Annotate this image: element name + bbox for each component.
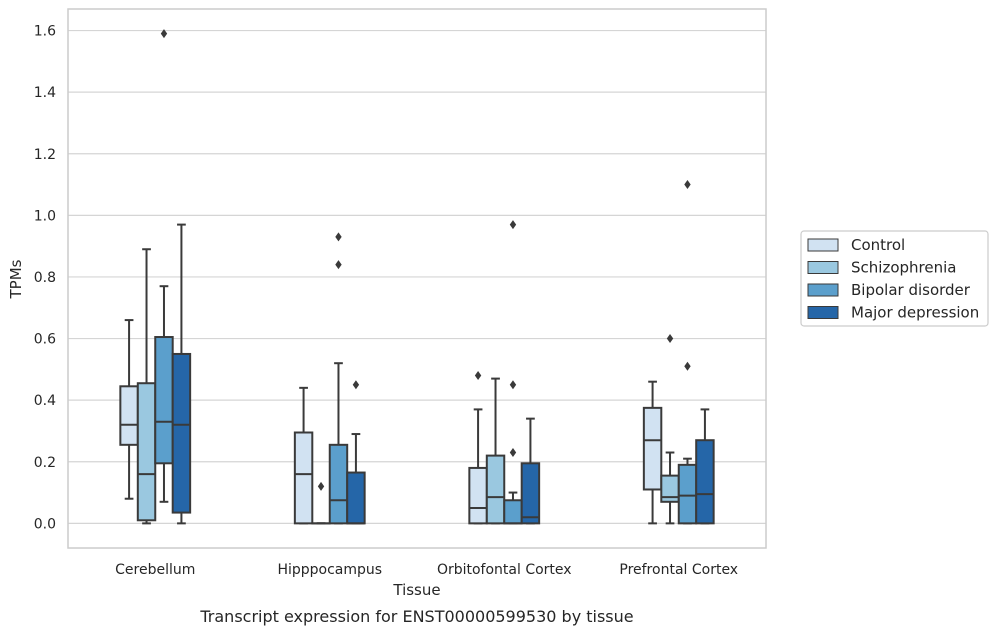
outlier-point xyxy=(474,371,482,381)
y-tick-label: 0.8 xyxy=(34,270,56,286)
legend-label: Bipolar disorder xyxy=(851,281,971,299)
box-0-0 xyxy=(119,319,139,500)
y-tick-label: 0.4 xyxy=(34,393,56,409)
box-body xyxy=(642,406,663,491)
legend-swatch xyxy=(807,283,839,297)
box-body xyxy=(503,499,523,525)
box-body xyxy=(293,431,314,525)
x-tick-label: Hipppocampus xyxy=(277,562,382,578)
box-body xyxy=(154,336,174,465)
box-body xyxy=(136,382,157,522)
y-tick-label: 1.4 xyxy=(34,85,56,101)
box-body xyxy=(119,385,139,446)
legend-swatch xyxy=(807,306,839,319)
outlier-point xyxy=(335,232,342,242)
box-body xyxy=(485,454,506,525)
y-tick-label: 1.0 xyxy=(34,208,56,224)
y-axis-label: TPMs xyxy=(7,259,25,299)
x-tick-label: Orbitofontal Cortex xyxy=(437,562,572,578)
legend-label: Control xyxy=(851,236,905,254)
box-body xyxy=(346,471,366,525)
box-body xyxy=(695,439,715,525)
box-2-3 xyxy=(520,417,541,525)
box-1-0 xyxy=(293,386,314,525)
y-tick-label: 1.6 xyxy=(34,24,56,40)
plot-frame xyxy=(67,8,767,549)
y-tick-label: 0.2 xyxy=(34,455,56,471)
chart-caption: Transcript expression for ENST0000059953… xyxy=(199,607,633,626)
box-0-1 xyxy=(136,248,157,525)
outlier-point xyxy=(509,380,517,390)
boxes xyxy=(119,29,715,525)
legend-swatch xyxy=(807,261,839,274)
outlier-point xyxy=(335,260,342,270)
x-tick-label: Cerebellum xyxy=(115,562,195,578)
outlier-point xyxy=(160,29,168,39)
outlier-point xyxy=(509,448,517,458)
legend-label: Schizophrenia xyxy=(851,259,956,277)
legend-label: Major depression xyxy=(851,304,979,322)
box-body xyxy=(677,463,698,525)
box-body xyxy=(520,462,541,525)
box-2-1 xyxy=(485,377,506,525)
box-2-2 xyxy=(503,220,523,525)
box-3-3 xyxy=(695,408,715,525)
outlier-point xyxy=(684,180,691,190)
outlier-point xyxy=(352,380,360,390)
y-tick-label: 1.2 xyxy=(34,147,56,163)
box-0-3 xyxy=(171,223,192,525)
x-tick-label: Prefrontal Cortex xyxy=(619,562,738,578)
y-tick-label: 0.0 xyxy=(34,516,56,532)
outlier-point xyxy=(666,334,674,344)
box-3-0 xyxy=(642,380,663,525)
box-1-3 xyxy=(346,380,366,525)
box-2-0 xyxy=(468,371,488,525)
legend-frame xyxy=(800,230,989,327)
y-tick-label: 0.6 xyxy=(34,332,56,348)
box-body xyxy=(171,352,192,514)
x-axis-label: Tissue xyxy=(392,581,440,599)
outlier-point xyxy=(684,361,691,371)
box-1-1 xyxy=(311,481,331,525)
box-3-1 xyxy=(660,334,680,525)
box-0-2 xyxy=(154,29,174,503)
box-1-2 xyxy=(328,232,349,525)
legend-swatch xyxy=(807,238,839,252)
outlier-point xyxy=(317,481,325,491)
y-tick-labels: 0.0 0.2 0.4 0.6 0.8 1.0 1.2 1.4 1.6 xyxy=(34,24,56,533)
legend: Control Schizophrenia Bipolar disorder Majo… xyxy=(800,230,989,327)
box-body xyxy=(468,466,488,525)
box-3-2 xyxy=(677,180,698,525)
x-tick-labels: Cerebellum Hipppocampus Orbitofontal Corte… xyxy=(115,562,738,578)
box-body xyxy=(328,443,349,525)
outlier-point xyxy=(509,220,517,230)
